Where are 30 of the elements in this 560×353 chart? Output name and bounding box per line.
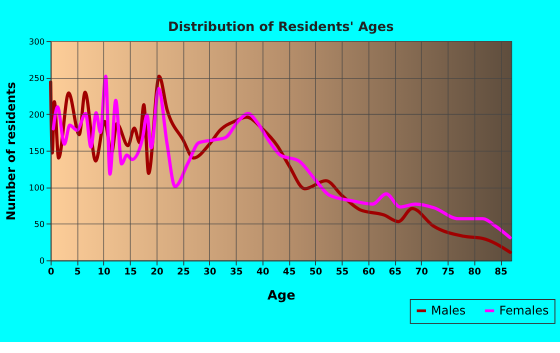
- x-tick-label: 85: [494, 266, 508, 278]
- y-axis-title: Number of residents: [4, 82, 18, 221]
- x-tick-label: 35: [230, 266, 243, 278]
- x-tick-label: 55: [336, 266, 349, 278]
- legend-label: Males: [431, 303, 466, 318]
- y-tick-label: 100: [28, 182, 45, 192]
- x-tick-label: 40: [256, 266, 270, 278]
- x-tick-label: 80: [468, 266, 481, 278]
- x-tick-label: 25: [177, 266, 190, 278]
- x-tick-label: 0: [48, 266, 54, 278]
- x-tick-label: 60: [362, 266, 376, 278]
- x-tick-label: 70: [415, 266, 428, 278]
- x-tick-label: 75: [442, 266, 455, 278]
- x-axis-title: Age: [267, 288, 296, 304]
- x-tick-label: 45: [282, 266, 296, 278]
- y-tick-label: 200: [28, 109, 45, 120]
- x-tick-label: 5: [74, 266, 81, 278]
- x-tick-label: 65: [388, 266, 402, 278]
- x-tick-label: 10: [98, 266, 110, 278]
- y-tick-label: 0: [39, 256, 45, 266]
- y-tick-label: 250: [28, 72, 45, 83]
- x-tick-label: 30: [204, 266, 216, 278]
- legend-label: Females: [499, 303, 549, 318]
- x-tick-label: 50: [309, 266, 322, 278]
- x-tick-label: 20: [150, 266, 164, 278]
- chart-title: Distribution of Residents' Ages: [168, 20, 394, 35]
- y-tick-label: 150: [28, 146, 45, 156]
- x-tick-label: 15: [124, 266, 137, 278]
- y-tick-label: 50: [34, 219, 45, 230]
- y-tick-label: 300: [28, 36, 45, 46]
